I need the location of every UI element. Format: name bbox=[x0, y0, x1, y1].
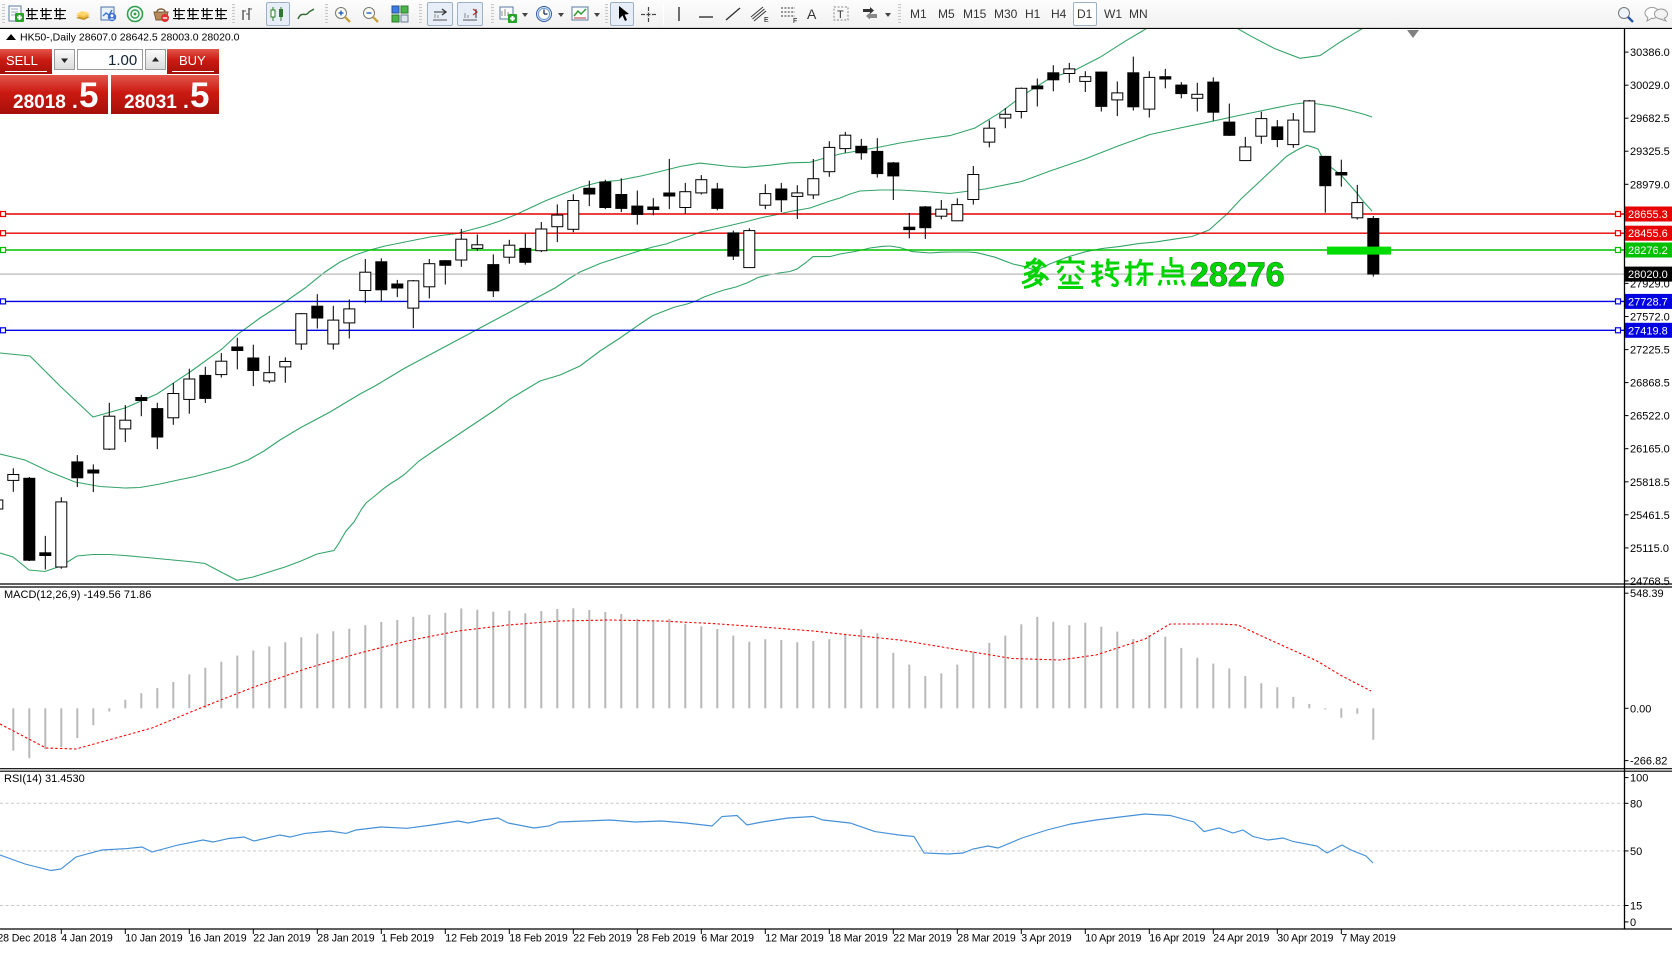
svg-text:HK50-,Daily 28607.0 28642.5 2: HK50-,Daily 28607.0 28642.5 28003.0 2802… bbox=[20, 32, 240, 44]
svg-text:16 Jan 2019: 16 Jan 2019 bbox=[189, 933, 246, 945]
svg-text:30 Apr 2019: 30 Apr 2019 bbox=[1277, 933, 1333, 945]
svg-text:28276.2: 28276.2 bbox=[1628, 245, 1668, 257]
svg-text:80: 80 bbox=[1630, 798, 1642, 810]
svg-text:30386.0: 30386.0 bbox=[1630, 47, 1670, 59]
svg-text:50: 50 bbox=[1630, 846, 1642, 858]
svg-text:-266.82: -266.82 bbox=[1630, 756, 1667, 768]
svg-text:18 Mar 2019: 18 Mar 2019 bbox=[829, 933, 888, 945]
svg-text:1 Feb 2019: 1 Feb 2019 bbox=[381, 933, 434, 945]
svg-text:30029.0: 30029.0 bbox=[1630, 80, 1670, 92]
svg-text:28455.6: 28455.6 bbox=[1628, 228, 1668, 240]
svg-text:100: 100 bbox=[1630, 773, 1648, 785]
svg-text:T: T bbox=[837, 9, 844, 21]
svg-text:16 Apr 2019: 16 Apr 2019 bbox=[1149, 933, 1205, 945]
svg-text:10 Jan 2019: 10 Jan 2019 bbox=[125, 933, 182, 945]
svg-text:22 Jan 2019: 22 Jan 2019 bbox=[253, 933, 310, 945]
svg-text:24768.5: 24768.5 bbox=[1630, 576, 1670, 588]
svg-text:E: E bbox=[764, 17, 769, 23]
svg-text:25818.5: 25818.5 bbox=[1630, 477, 1670, 489]
svg-text:15: 15 bbox=[1630, 901, 1642, 913]
svg-text:22 Feb 2019: 22 Feb 2019 bbox=[573, 933, 632, 945]
svg-text:28655.3: 28655.3 bbox=[1628, 209, 1668, 221]
svg-text:27419.8: 27419.8 bbox=[1628, 325, 1668, 337]
svg-text:28 Dec 2018: 28 Dec 2018 bbox=[0, 933, 56, 945]
svg-text:25115.0: 25115.0 bbox=[1630, 543, 1669, 555]
svg-text:548.39: 548.39 bbox=[1630, 588, 1664, 600]
svg-text:F: F bbox=[793, 18, 797, 23]
svg-text:27572.0: 27572.0 bbox=[1630, 312, 1670, 324]
svg-text:10 Apr 2019: 10 Apr 2019 bbox=[1085, 933, 1141, 945]
svg-text:18 Feb 2019: 18 Feb 2019 bbox=[509, 933, 568, 945]
svg-text:28020.0: 28020.0 bbox=[1628, 269, 1668, 281]
svg-text:25461.5: 25461.5 bbox=[1630, 510, 1670, 522]
svg-text:26522.0: 26522.0 bbox=[1630, 411, 1670, 423]
svg-text:27225.5: 27225.5 bbox=[1630, 345, 1670, 357]
svg-text:29325.5: 29325.5 bbox=[1630, 146, 1670, 158]
svg-text:12 Feb 2019: 12 Feb 2019 bbox=[445, 933, 504, 945]
svg-text:7 May 2019: 7 May 2019 bbox=[1341, 933, 1396, 945]
svg-text:24 Apr 2019: 24 Apr 2019 bbox=[1213, 933, 1269, 945]
svg-text:26868.5: 26868.5 bbox=[1630, 378, 1670, 390]
svg-text:3 Apr 2019: 3 Apr 2019 bbox=[1021, 933, 1071, 945]
svg-text:29682.5: 29682.5 bbox=[1630, 113, 1670, 125]
svg-text:27728.7: 27728.7 bbox=[1628, 296, 1668, 308]
svg-text:26165.0: 26165.0 bbox=[1630, 444, 1670, 456]
svg-text:0.00: 0.00 bbox=[1630, 703, 1651, 715]
svg-text:4 Jan 2019: 4 Jan 2019 bbox=[61, 933, 113, 945]
svg-text:28979.0: 28979.0 bbox=[1630, 179, 1670, 191]
svg-text:6 Mar 2019: 6 Mar 2019 bbox=[701, 933, 754, 945]
svg-text:28 Jan 2019: 28 Jan 2019 bbox=[317, 933, 374, 945]
svg-text:28 Mar 2019: 28 Mar 2019 bbox=[957, 933, 1016, 945]
svg-text:28 Feb 2019: 28 Feb 2019 bbox=[637, 933, 696, 945]
svg-text:22 Mar 2019: 22 Mar 2019 bbox=[893, 933, 952, 945]
svg-text:RSI(14) 31.4530: RSI(14) 31.4530 bbox=[4, 773, 85, 785]
svg-text:12 Mar 2019: 12 Mar 2019 bbox=[765, 933, 824, 945]
svg-text:0: 0 bbox=[1630, 917, 1636, 929]
svg-text:28276: 28276 bbox=[1190, 256, 1285, 294]
svg-text:MACD(12,26,9) -149.56 71.86: MACD(12,26,9) -149.56 71.86 bbox=[4, 589, 151, 601]
